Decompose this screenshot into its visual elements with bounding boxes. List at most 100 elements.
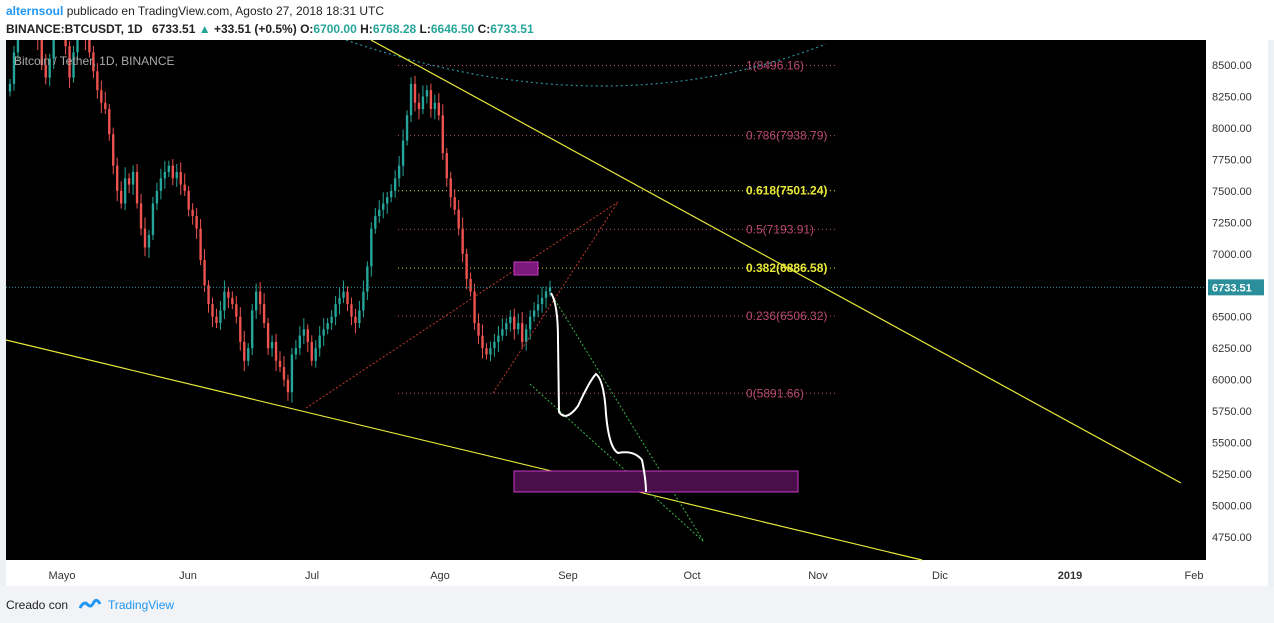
x-tick-label: Ago (430, 570, 450, 582)
ohlc-bar: BINANCE:BTCUSDT, 1D 6733.51 ▲ +33.51 (+0… (6, 22, 534, 36)
candle-body (509, 316, 512, 324)
candle-body (12, 52, 16, 84)
candle-body (429, 90, 433, 110)
candle-body (112, 134, 115, 166)
candle-body (386, 197, 389, 204)
candle-body (326, 323, 329, 330)
candle-body (393, 178, 397, 191)
y-tick-label: 5000.00 (1212, 501, 1252, 513)
published-text: publicado en TradingView.com, Agosto 27,… (66, 4, 385, 18)
candle-body (243, 341, 246, 361)
candle-body (389, 190, 393, 198)
candle-body (401, 140, 405, 166)
price-axis-panel (1206, 40, 1268, 560)
candle-body (119, 190, 123, 204)
chart-area[interactable]: 8500.00 8250.00 8000.00 7750.00 7500.00 7250.… (5, 0, 1268, 586)
candle-body (251, 310, 254, 349)
candle-body (100, 90, 103, 103)
candle-body (397, 165, 401, 179)
open-value: 6700.00 (313, 22, 357, 36)
candle-body (155, 190, 159, 204)
candle-body (171, 165, 174, 179)
candle-body (374, 216, 377, 229)
candle-body (96, 71, 99, 91)
candle-body (298, 335, 302, 349)
y-tick-label: 7750.00 (1212, 154, 1252, 166)
candle-body (135, 171, 139, 204)
tradingview-link[interactable]: TradingView (108, 598, 175, 612)
candle-body (195, 216, 198, 229)
candle-body (68, 46, 71, 78)
tradingview-logo-icon (78, 598, 102, 609)
candle-body (521, 323, 524, 342)
y-tick-label: 6500.00 (1212, 312, 1252, 324)
candle-body (524, 329, 528, 342)
candle-body (147, 234, 151, 248)
close-value: 6733.51 (490, 22, 534, 36)
candle-body (370, 228, 373, 267)
up-arrow-icon: ▲ (198, 22, 211, 36)
high-label: H: (360, 22, 373, 36)
author-link[interactable]: alternsoul (6, 4, 64, 18)
y-tick-label: 8500.00 (1212, 60, 1252, 72)
candle-body (187, 190, 190, 210)
candle-body (405, 115, 409, 141)
candle-body (306, 329, 309, 342)
candle-body (258, 291, 262, 305)
chart-title: Bitcoin / Tether, 1D, BINANCE (14, 54, 175, 68)
candle-body (286, 379, 290, 393)
candle-body (44, 65, 47, 78)
candle-body (453, 197, 456, 210)
candle-body (318, 335, 321, 349)
high-value: 6768.28 (372, 22, 417, 36)
candle-body (465, 253, 468, 279)
candle-body (52, 33, 55, 59)
candle-body (235, 304, 238, 317)
candle-body (489, 348, 492, 355)
low-value: 6646.50 (430, 22, 475, 36)
candle-body (445, 153, 448, 179)
close-label: C: (477, 22, 491, 36)
y-tick-label: 5250.00 (1212, 469, 1252, 481)
candle-body (179, 171, 182, 185)
x-tick-label: 2019 (1058, 570, 1082, 582)
candle-body (497, 335, 500, 342)
candle-body (211, 304, 214, 317)
candle-body (433, 102, 437, 110)
y-tick-label: 6250.00 (1212, 343, 1252, 355)
open-label: O: (300, 22, 314, 36)
candle-body (92, 52, 95, 72)
candle-body (536, 304, 540, 311)
y-tick-label: 4750.00 (1212, 532, 1252, 544)
y-tick-label: 8250.00 (1212, 91, 1252, 103)
x-tick-label: Feb (1185, 570, 1204, 582)
price-change: +33.51 (+0.5%) (213, 22, 297, 36)
candle-body (163, 171, 167, 179)
candle-body (266, 323, 270, 349)
fib-level-label: 0.236(6506.32) (746, 309, 827, 323)
candle-body (350, 304, 353, 317)
projection-path (550, 292, 647, 493)
candle-body (278, 360, 282, 368)
candle-body (48, 58, 51, 78)
candle-body (143, 228, 147, 248)
candle-body (123, 178, 127, 204)
candle-body (505, 323, 508, 330)
candle-body (342, 291, 345, 298)
y-tick-label: 7000.00 (1212, 249, 1252, 261)
candle-body (441, 115, 444, 154)
projection-line (554, 299, 705, 543)
candle-body (461, 228, 464, 254)
candle-body (330, 316, 333, 324)
y-tick-label: 5500.00 (1212, 438, 1252, 450)
candle-body (227, 291, 230, 298)
candle-body (231, 297, 234, 305)
price-chart[interactable]: 8500.00 8250.00 8000.00 7750.00 7500.00 7250.… (5, 0, 1268, 586)
candle-body (8, 83, 12, 92)
candle-body (532, 310, 536, 317)
candle-body (378, 209, 381, 217)
candle-body (346, 291, 349, 305)
candle-body (485, 348, 488, 355)
lower-trendline (5, 339, 923, 561)
y-tick-label: 7250.00 (1212, 217, 1252, 229)
